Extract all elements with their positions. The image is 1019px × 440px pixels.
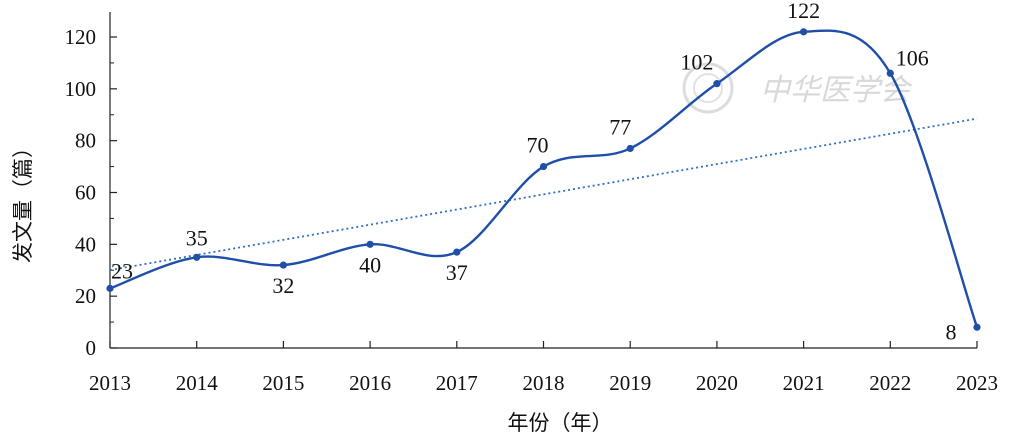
watermark: 中华医学会 bbox=[682, 62, 913, 114]
y-tick-label: 40 bbox=[75, 232, 96, 256]
data-point bbox=[886, 69, 894, 77]
y-axis-title: 发文量（篇） bbox=[11, 137, 35, 263]
y-tick-label: 60 bbox=[75, 181, 96, 205]
x-tick-label: 2021 bbox=[783, 371, 825, 395]
data-label: 8 bbox=[946, 319, 957, 344]
axes: 0 20 40 60 80 100 120 2013 2014 2015 2016 2017 2018 2… bbox=[65, 12, 998, 395]
x-tick-label: 2017 bbox=[436, 371, 478, 395]
x-tick-label: 2013 bbox=[89, 371, 131, 395]
series-line bbox=[109, 29, 979, 328]
data-label: 70 bbox=[527, 133, 549, 158]
data-point bbox=[539, 162, 548, 171]
y-tick-label: 100 bbox=[65, 77, 97, 101]
data-point bbox=[800, 28, 808, 36]
watermark-text: 中华医学会 bbox=[760, 73, 913, 108]
x-tick-label: 2023 bbox=[956, 371, 998, 395]
y-tick-label: 0 bbox=[86, 336, 97, 360]
data-label: 37 bbox=[446, 260, 468, 285]
x-tick-label: 2016 bbox=[349, 371, 391, 395]
series-group bbox=[106, 28, 981, 331]
watermark-seal-icon bbox=[682, 62, 734, 114]
watermark-seal-inner-icon bbox=[693, 73, 723, 103]
data-label: 77 bbox=[609, 114, 631, 139]
x-axis-title: 年份（年） bbox=[508, 411, 613, 435]
data-point bbox=[106, 284, 114, 292]
data-labels-group: 23 35 32 40 37 70 77 102 122 106 8 bbox=[111, 0, 957, 344]
y-tick-label: 80 bbox=[75, 129, 96, 153]
y-tick-label: 20 bbox=[75, 284, 96, 308]
data-label: 23 bbox=[111, 258, 133, 283]
x-tick-label: 2018 bbox=[523, 371, 565, 395]
trendline-group bbox=[109, 117, 978, 272]
data-label: 102 bbox=[680, 50, 713, 75]
y-tick-label: 120 bbox=[65, 25, 97, 49]
data-point bbox=[279, 261, 287, 269]
data-point bbox=[193, 253, 201, 261]
data-point bbox=[626, 144, 634, 153]
x-tick-label: 2019 bbox=[609, 371, 651, 395]
data-point bbox=[973, 323, 981, 331]
x-tick-label: 2022 bbox=[869, 371, 911, 395]
x-tick-label: 2015 bbox=[262, 371, 304, 395]
x-tick-label: 2020 bbox=[696, 371, 738, 395]
data-label: 32 bbox=[272, 273, 294, 298]
data-label: 106 bbox=[896, 45, 929, 70]
data-label: 122 bbox=[787, 0, 820, 23]
trendline bbox=[109, 117, 978, 272]
data-point bbox=[713, 80, 721, 88]
data-label: 35 bbox=[186, 225, 208, 250]
data-point bbox=[453, 248, 461, 256]
data-point bbox=[366, 240, 374, 248]
x-tick-label: 2014 bbox=[176, 371, 219, 395]
data-label: 40 bbox=[359, 252, 381, 277]
